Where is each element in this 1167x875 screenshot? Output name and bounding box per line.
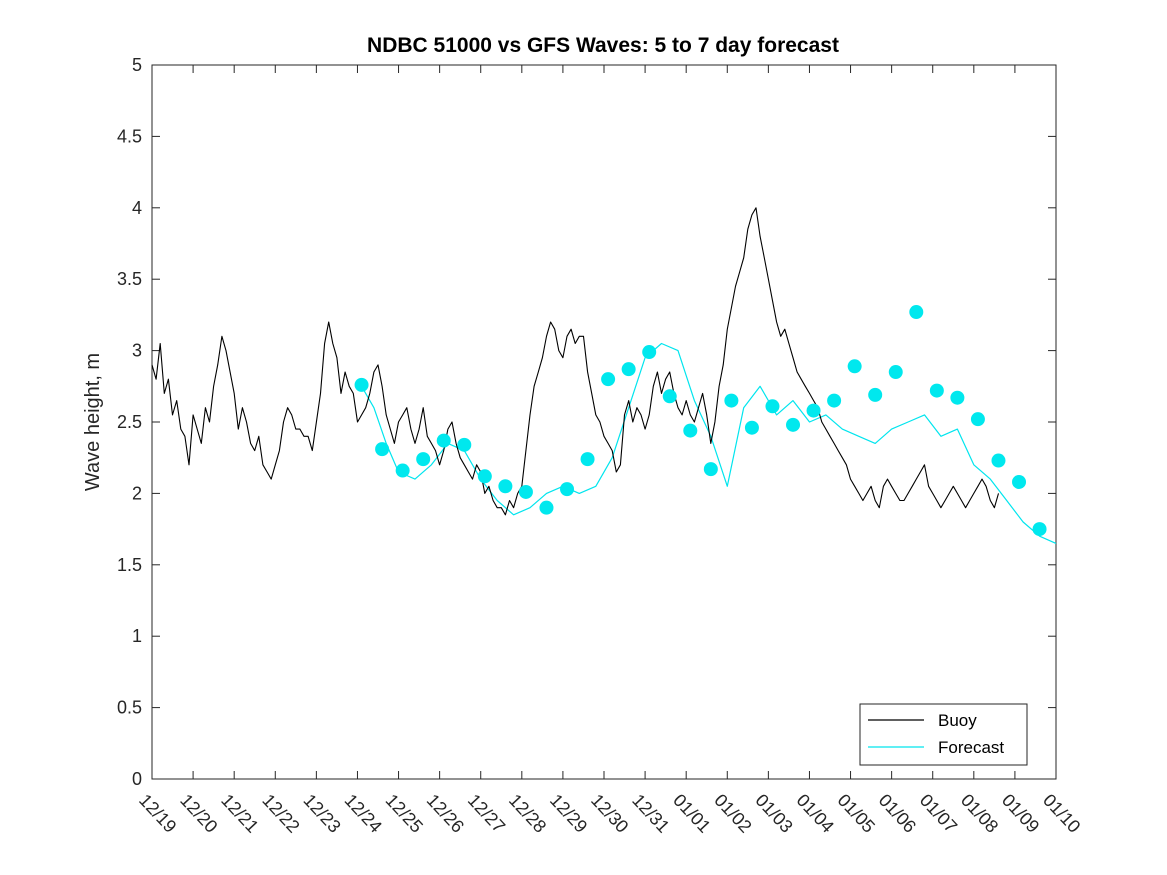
y-tick-label: 2.5 [117, 412, 142, 432]
forecast-point [909, 305, 924, 320]
forecast-point [539, 500, 554, 515]
forecast-point [724, 393, 739, 408]
forecast-point [991, 453, 1006, 468]
y-tick-label: 2 [132, 483, 142, 503]
forecast-point [868, 387, 883, 402]
forecast-point [827, 393, 842, 408]
forecast-point [601, 372, 616, 387]
y-axis-label: Wave height, m [82, 353, 104, 491]
y-tick-label: 1 [132, 626, 142, 646]
forecast-point [929, 383, 944, 398]
forecast-point [950, 390, 965, 405]
chart-title: NDBC 51000 vs GFS Waves: 5 to 7 day fore… [367, 34, 839, 57]
y-tick-label: 3.5 [117, 269, 142, 289]
forecast-point [395, 463, 410, 478]
legend: Buoy Forecast [859, 703, 1028, 766]
forecast-point [354, 377, 369, 392]
forecast-point [642, 345, 657, 360]
forecast-point [375, 442, 390, 457]
series-layer [151, 207, 1057, 544]
forecast-point [806, 403, 821, 418]
forecast-point [683, 423, 698, 438]
forecast-point [847, 359, 862, 374]
forecast-point [498, 479, 513, 494]
forecast-point [703, 462, 718, 477]
forecast-point [744, 420, 759, 435]
y-tick-label: 5 [132, 55, 142, 75]
forecast-point [970, 412, 985, 427]
y-tick-label: 1.5 [117, 555, 142, 575]
legend-forecast-label: Forecast [938, 738, 1004, 757]
forecast-point [765, 399, 780, 414]
forecast-point [436, 433, 451, 448]
forecast-point [477, 469, 492, 484]
legend-buoy-label: Buoy [938, 711, 977, 730]
y-tick-label: 3 [132, 341, 142, 361]
forecast-point [786, 417, 801, 432]
forecast-point [457, 437, 472, 452]
forecast-point [1032, 522, 1047, 537]
plot-area [151, 64, 1057, 780]
legend-box [859, 703, 1028, 766]
forecast-point [416, 452, 431, 467]
forecast-point [662, 389, 677, 404]
y-tick-label: 0.5 [117, 698, 142, 718]
y-tick-label: 0 [132, 769, 142, 789]
forecast-series-line [361, 342, 1057, 544]
forecast-point [1012, 474, 1027, 489]
forecast-point [888, 365, 903, 380]
y-tick-label: 4 [132, 198, 142, 218]
buoy-series-line [151, 207, 1000, 516]
forecast-point [621, 362, 636, 377]
y-axis: 0 0.5 1 1.5 2 2.5 3 3.5 4 4.5 5 [117, 55, 1056, 789]
forecast-point [560, 482, 575, 497]
forecast-points [354, 305, 1047, 537]
forecast-point [518, 484, 533, 499]
forecast-point [580, 452, 595, 467]
y-tick-label: 4.5 [117, 126, 142, 146]
